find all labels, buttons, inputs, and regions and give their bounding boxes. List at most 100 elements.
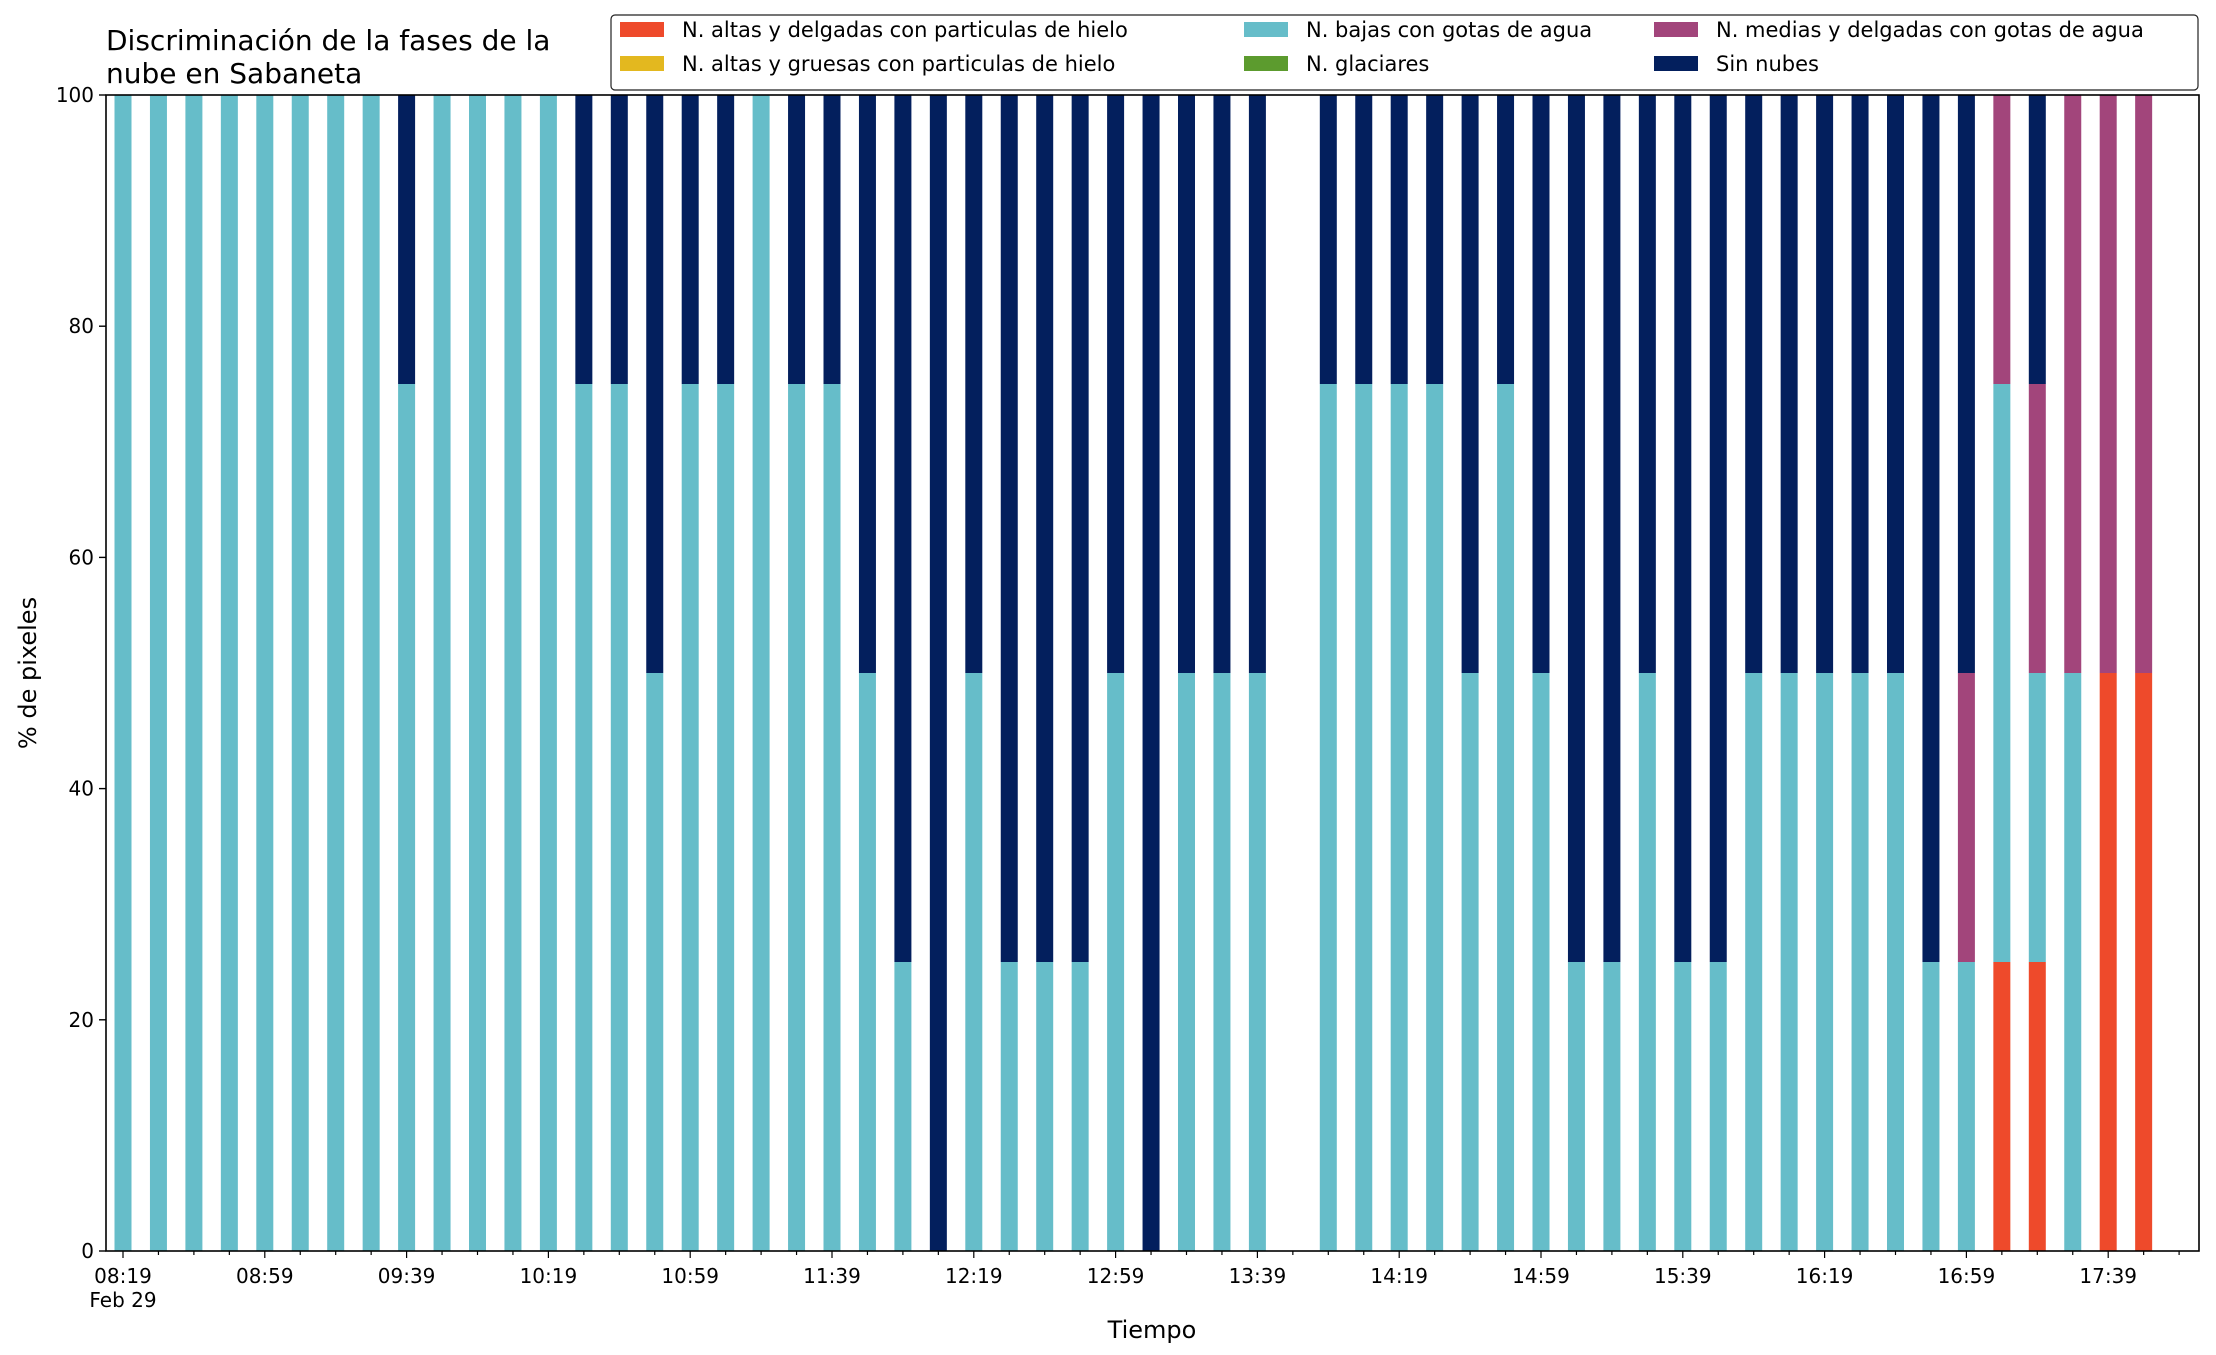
x-tick-label: 09:39 [378, 1264, 436, 1288]
bar-segment [1319, 95, 1337, 384]
x-axis-label: Tiempo [1107, 1316, 1197, 1344]
bar-segment [1709, 95, 1727, 962]
bar-segment [1567, 962, 1585, 1251]
legend-swatch [620, 56, 664, 71]
bar-segment [823, 95, 841, 384]
bar-stack [1319, 95, 1337, 1251]
bar-segment [256, 95, 274, 1251]
bar-segment [1036, 95, 1054, 962]
legend-item: N. medias y delgadas con gotas de agua [1654, 18, 2144, 42]
bar-stack [575, 95, 593, 1251]
bar-segment [610, 384, 628, 1251]
legend-item: Sin nubes [1654, 52, 1819, 76]
y-tick-label: 80 [69, 314, 94, 338]
bar-stack [2028, 95, 2046, 1251]
bar-segment [1497, 384, 1515, 1251]
legend-label: N. altas y delgadas con particulas de hi… [682, 18, 1128, 42]
x-tick-label: 16:19 [1796, 1264, 1854, 1288]
chart-title-text: Discriminación de la fases de la nube en … [106, 24, 550, 90]
bar-stack [504, 95, 522, 1251]
bar-segment [1780, 673, 1798, 1251]
bar-segment [717, 384, 735, 1251]
bar-segment [1567, 95, 1585, 962]
x-tick-label: 08:59 [236, 1264, 294, 1288]
bar-segment [1993, 962, 2011, 1251]
bar-segment [327, 95, 345, 1251]
bar-stack [1426, 95, 1444, 1251]
x-tick-label: 12:19 [945, 1264, 1003, 1288]
bar-segment [1071, 95, 1089, 962]
legend-swatch [620, 22, 664, 37]
x-tick-label: 10:19 [520, 1264, 578, 1288]
x-tick-label: 15:39 [1654, 1264, 1712, 1288]
bar-segment [646, 95, 664, 673]
bar-segment [1993, 95, 2011, 384]
legend-swatch [1244, 22, 1288, 37]
bar-segment [858, 673, 876, 1251]
y-tick-label: 0 [81, 1239, 94, 1263]
bar-segment [1426, 95, 1444, 384]
bar-stack [2064, 95, 2082, 1251]
plot-area [105, 94, 2200, 1252]
bar-segment [1355, 384, 1373, 1251]
bar-segment [1036, 962, 1054, 1251]
bar-segment [1887, 673, 1904, 1251]
bar-segment [1922, 962, 1940, 1251]
bar-segment [1390, 384, 1408, 1251]
bar-stack [1532, 95, 1550, 1251]
bar-segment [1248, 673, 1266, 1251]
bar-stack [327, 95, 345, 1251]
bar-stack [185, 95, 203, 1251]
x-tick-label: 13:39 [1229, 1264, 1287, 1288]
bar-stack [291, 95, 309, 1251]
bar-segment [2028, 673, 2046, 962]
bar-stack [717, 95, 735, 1251]
bar-segment [1745, 673, 1763, 1251]
bar-segment [2028, 95, 2046, 384]
bar-segment [398, 95, 416, 384]
y-tick-label: 100 [56, 83, 94, 107]
bar-stack [1213, 95, 1231, 1251]
bar-segment [1922, 95, 1940, 962]
x-tick-label: 10:59 [661, 1264, 719, 1288]
bar-stack [114, 95, 132, 1251]
bar-segment [2099, 95, 2117, 673]
x-tick-label: 16:59 [1938, 1264, 1996, 1288]
bar-segment [362, 95, 380, 1251]
bar-stack [256, 95, 274, 1251]
bar-segment [1213, 95, 1231, 673]
x-tick-label: 11:39 [803, 1264, 861, 1288]
bar-stack [469, 95, 486, 1251]
bar-stack [610, 95, 628, 1251]
legend-item: N. glaciares [1244, 52, 1429, 76]
bar-segment [1603, 962, 1621, 1251]
bar-segment [1674, 962, 1692, 1251]
bar-stack [220, 95, 238, 1251]
x-tick-sublabel: Feb 29 [89, 1288, 156, 1312]
bar-segment [575, 95, 593, 384]
bar-segment [539, 95, 557, 1251]
legend-item: N. altas y delgadas con particulas de hi… [620, 18, 1128, 42]
bar-segment [1957, 95, 1975, 673]
bar-segment [752, 95, 770, 1251]
bar-segment [1000, 962, 1018, 1251]
x-tick-label: 14:19 [1370, 1264, 1428, 1288]
bar-segment [1603, 95, 1621, 962]
bar-stack [1000, 95, 1018, 1251]
bar-segment [1355, 95, 1373, 384]
bar-segment [398, 384, 416, 1251]
chart-title: Discriminación de la fases de la nube en … [106, 24, 550, 90]
legend-swatch [1654, 56, 1698, 71]
legend-item: N. altas y gruesas con particulas de hie… [620, 52, 1115, 76]
legend-label: Sin nubes [1716, 52, 1819, 76]
bar-stack [1355, 95, 1373, 1251]
bar-segment [1816, 95, 1834, 673]
bar-stack [646, 95, 664, 1251]
bar-stack [1142, 95, 1160, 1251]
bar-stack [929, 95, 947, 1251]
bar-segment [717, 95, 735, 384]
bar-segment [1107, 673, 1125, 1251]
bar-stack [1390, 95, 1408, 1251]
bar-stack [965, 95, 983, 1251]
bar-segment [1213, 673, 1231, 1251]
